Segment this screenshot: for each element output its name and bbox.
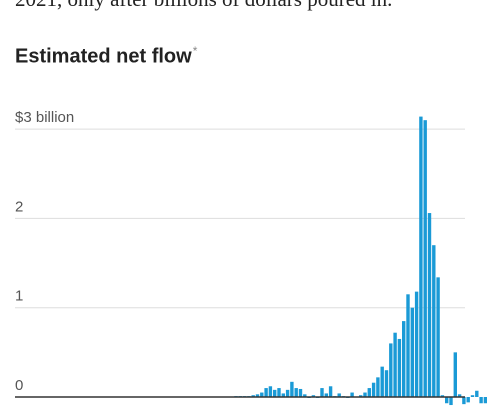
bar xyxy=(371,382,376,397)
bar xyxy=(397,338,402,397)
bar xyxy=(277,388,281,397)
bar xyxy=(436,277,440,397)
bar xyxy=(402,321,406,398)
intro-text: 2021, only after billions of dollars pou… xyxy=(15,0,392,12)
bar xyxy=(324,393,328,397)
y-tick-label: 2 xyxy=(15,198,23,215)
chart-heading-text: Estimated net flow xyxy=(15,45,192,68)
y-axis-tick-labels: $3 billion 2 1 0 xyxy=(15,109,74,394)
gridlines xyxy=(15,128,465,309)
bar xyxy=(290,381,294,397)
bar xyxy=(273,389,277,397)
bar xyxy=(255,394,260,397)
footnote-mark: * xyxy=(192,44,198,58)
bars xyxy=(234,116,487,406)
bar xyxy=(449,397,453,406)
bar xyxy=(393,332,397,397)
bar xyxy=(281,393,285,397)
bar xyxy=(470,395,475,397)
bar xyxy=(328,386,333,397)
bar xyxy=(294,388,298,397)
bar xyxy=(264,388,268,397)
bar xyxy=(389,343,393,397)
bar xyxy=(483,397,487,404)
bar xyxy=(363,392,367,397)
bar xyxy=(359,395,363,397)
bar xyxy=(475,390,479,397)
bar xyxy=(440,395,445,397)
bar xyxy=(260,392,264,397)
chart-heading: Estimated net flow* xyxy=(15,44,197,69)
bar xyxy=(445,397,449,404)
y-tick-label: 1 xyxy=(15,288,23,305)
bar xyxy=(303,394,307,397)
bar xyxy=(453,352,457,397)
bar xyxy=(427,213,432,397)
bar xyxy=(462,397,466,405)
bar xyxy=(479,397,483,404)
bar xyxy=(311,395,316,397)
bar xyxy=(251,395,255,397)
bar xyxy=(376,377,380,397)
bar xyxy=(419,116,423,397)
bar xyxy=(410,307,414,397)
bar xyxy=(466,397,470,403)
bar xyxy=(350,392,354,397)
bar xyxy=(384,370,389,397)
y-tick-label: 0 xyxy=(15,377,23,394)
bar xyxy=(406,294,410,397)
bar xyxy=(285,389,290,397)
bar xyxy=(423,120,427,398)
bar xyxy=(380,366,384,397)
bar xyxy=(432,245,436,397)
y-tick-label: $3 billion xyxy=(15,109,74,126)
bar xyxy=(337,393,341,397)
bar xyxy=(457,394,462,397)
bar xyxy=(414,291,419,397)
bar xyxy=(320,388,324,397)
bar xyxy=(268,386,273,397)
bar xyxy=(367,388,371,397)
bar xyxy=(298,388,303,397)
